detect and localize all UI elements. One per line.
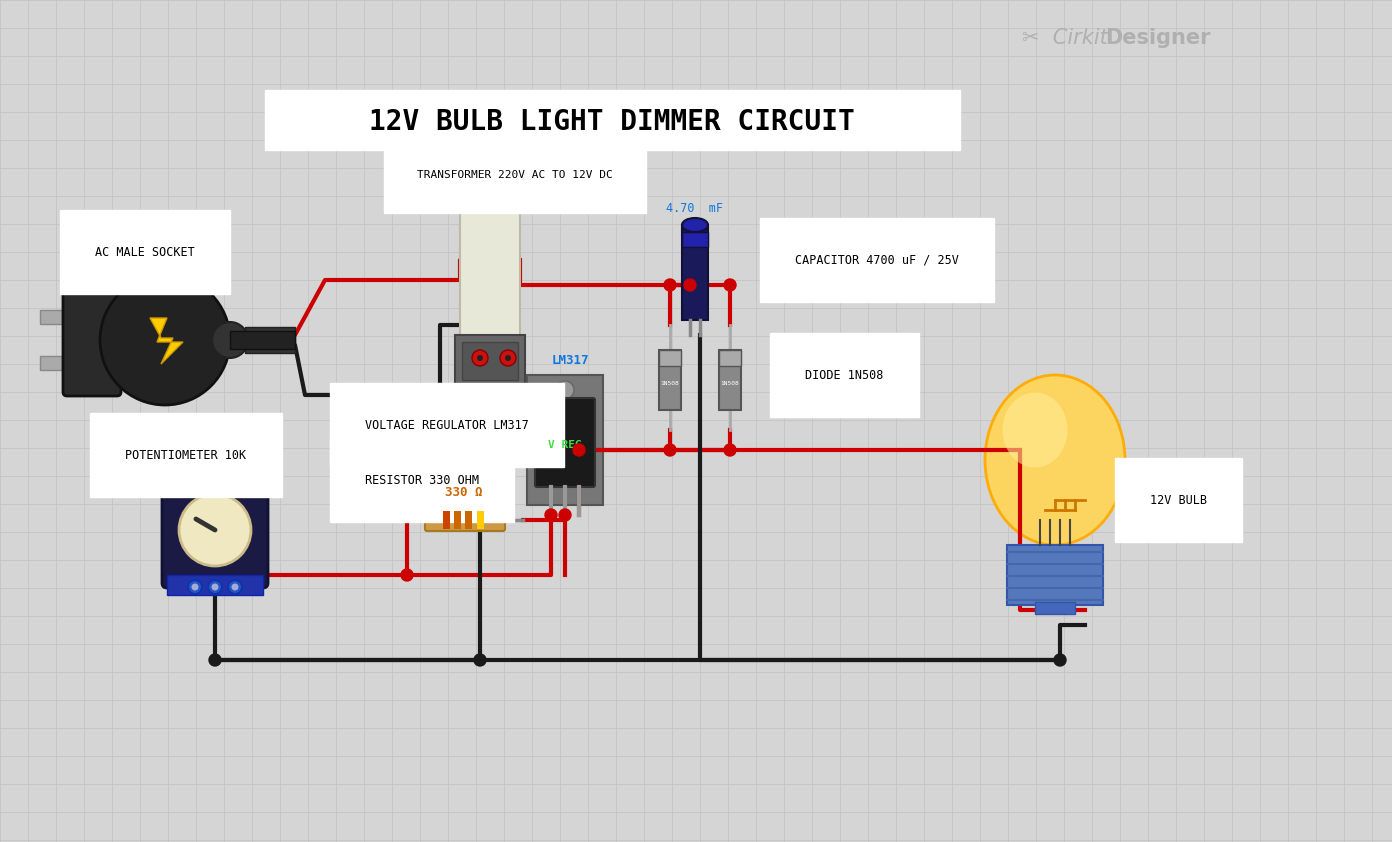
Bar <box>454 511 461 529</box>
Text: CAPACITOR 4700 uF / 25V: CAPACITOR 4700 uF / 25V <box>795 253 959 267</box>
Bar <box>462 342 518 380</box>
Circle shape <box>546 509 557 521</box>
Ellipse shape <box>986 375 1125 545</box>
Ellipse shape <box>1002 392 1068 467</box>
Circle shape <box>724 444 736 456</box>
Circle shape <box>724 279 736 291</box>
Text: V REG: V REG <box>548 440 582 450</box>
FancyBboxPatch shape <box>425 509 505 531</box>
Circle shape <box>1054 654 1066 666</box>
Bar <box>465 511 472 529</box>
Circle shape <box>475 654 486 666</box>
Polygon shape <box>150 318 182 364</box>
Bar <box>455 335 525 385</box>
Bar <box>682 232 709 247</box>
Bar <box>1036 602 1075 614</box>
Text: TRANSFORMER 220V AC TO 12V DC: TRANSFORMER 220V AC TO 12V DC <box>418 170 612 180</box>
Circle shape <box>683 279 696 291</box>
Bar <box>459 195 521 350</box>
Circle shape <box>574 444 585 456</box>
Circle shape <box>472 350 489 366</box>
Text: VOLTAGE REGULATOR LM317: VOLTAGE REGULATOR LM317 <box>365 418 529 431</box>
Bar <box>1006 545 1102 605</box>
Circle shape <box>228 580 242 594</box>
Text: 12V BULB LIGHT DIMMER CIRCUIT: 12V BULB LIGHT DIMMER CIRCUIT <box>369 108 855 136</box>
Text: 330 Ω: 330 Ω <box>445 486 483 498</box>
Bar <box>658 350 681 366</box>
Circle shape <box>212 322 248 358</box>
Bar <box>40 356 68 370</box>
Bar <box>720 350 741 366</box>
FancyBboxPatch shape <box>264 90 960 150</box>
Circle shape <box>212 584 219 590</box>
Bar <box>720 350 741 410</box>
Bar <box>40 310 68 324</box>
Circle shape <box>207 580 221 594</box>
Circle shape <box>664 444 677 456</box>
Bar <box>682 225 709 320</box>
Text: Designer: Designer <box>1105 28 1211 48</box>
Bar <box>658 350 681 410</box>
FancyBboxPatch shape <box>63 284 121 396</box>
Bar <box>528 375 603 505</box>
Circle shape <box>560 509 571 521</box>
Text: 1N508: 1N508 <box>721 381 739 386</box>
Text: LM317: LM317 <box>551 354 589 366</box>
Circle shape <box>477 355 483 361</box>
Text: 4.70  mF: 4.70 mF <box>667 201 724 215</box>
Circle shape <box>209 654 221 666</box>
Bar <box>167 575 263 595</box>
Circle shape <box>500 350 516 366</box>
Circle shape <box>180 494 251 566</box>
Circle shape <box>192 584 199 590</box>
Circle shape <box>231 584 238 590</box>
Text: 12V BULB: 12V BULB <box>1150 493 1207 507</box>
Bar <box>245 327 295 353</box>
Bar <box>230 331 295 349</box>
Text: RESISTOR 330 OHM: RESISTOR 330 OHM <box>365 473 479 487</box>
FancyBboxPatch shape <box>535 398 594 487</box>
Circle shape <box>401 569 413 581</box>
Circle shape <box>505 355 511 361</box>
Circle shape <box>188 580 202 594</box>
FancyBboxPatch shape <box>161 482 269 588</box>
Circle shape <box>555 381 574 399</box>
Text: AC MALE SOCKET: AC MALE SOCKET <box>95 246 195 258</box>
Ellipse shape <box>682 218 709 232</box>
Circle shape <box>100 275 230 405</box>
Text: 1N508: 1N508 <box>661 381 679 386</box>
Text: POTENTIOMETER 10K: POTENTIOMETER 10K <box>125 449 246 461</box>
Bar <box>477 511 484 529</box>
Text: ✂  Cirkit: ✂ Cirkit <box>1022 28 1108 48</box>
Bar <box>443 511 450 529</box>
Text: DIODE 1N508: DIODE 1N508 <box>805 369 884 381</box>
Circle shape <box>664 279 677 291</box>
